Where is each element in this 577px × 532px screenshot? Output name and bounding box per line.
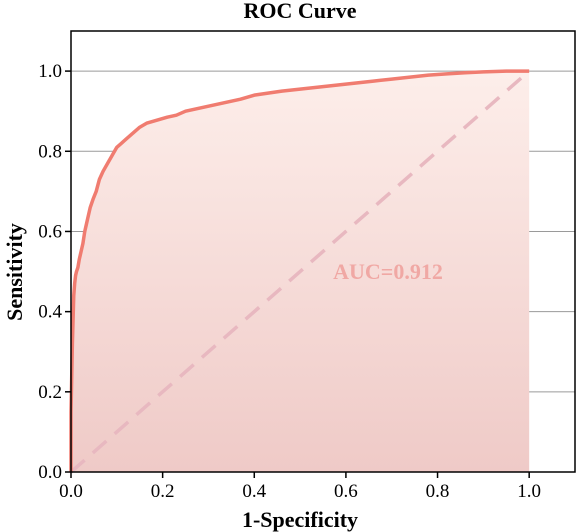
x-tick-label: 0.8: [426, 481, 450, 502]
y-tick-label: 0.8: [38, 141, 62, 162]
x-tick-label: 0.6: [334, 481, 358, 502]
chart-title: ROC Curve: [243, 0, 356, 23]
auc-annotation: AUC=0.912: [333, 259, 443, 284]
y-tick-label: 0.4: [38, 302, 62, 323]
x-tick-label: 0.0: [59, 481, 83, 502]
plot-frame: [70, 30, 576, 473]
plot-area: [69, 69, 531, 474]
x-tick-label: 0.2: [151, 481, 175, 502]
y-axis-label: Sensitivity: [2, 223, 27, 321]
x-tick-label: 0.4: [242, 481, 266, 502]
x-tick-label: 1.0: [517, 481, 541, 502]
roc-curve-line: [69, 69, 530, 472]
diagonal-reference-line: [69, 69, 531, 474]
y-tick-label: 0.0: [38, 462, 62, 483]
x-axis-label: 1-Specificity: [242, 507, 358, 532]
y-tick-label: 0.6: [38, 221, 62, 242]
y-tick-label: 0.2: [38, 382, 62, 403]
axes: 0.0 0.2 0.4 0.6 0.8 1.0 0.0 0.2 0.4 0.6 0.8 1.0: [38, 30, 576, 502]
y-tick-label: 1.0: [38, 61, 62, 82]
